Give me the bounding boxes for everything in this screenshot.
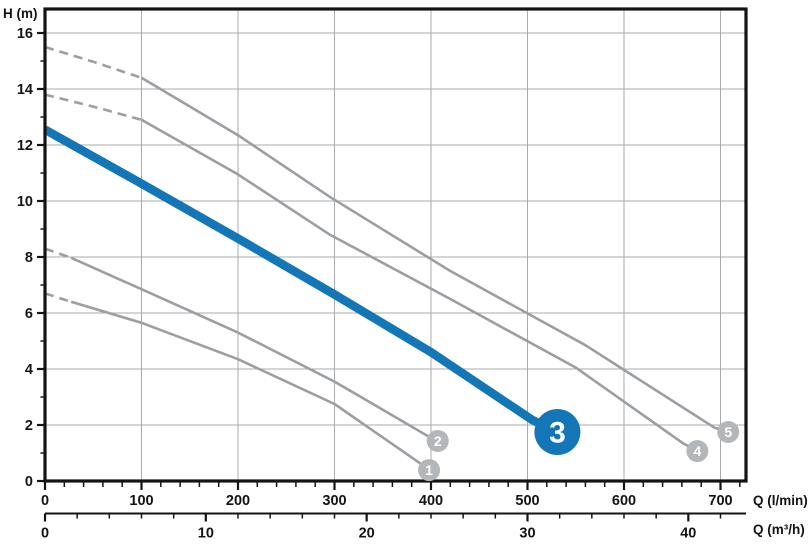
pump-curve-4-solid [140,118,698,453]
curve-badge-5-label: 5 [724,424,732,440]
curve-badge-1: 1 [418,459,441,482]
y-axis-title: H (m) [3,6,38,21]
x-axis-title-m3h: Q (m³/h) [753,522,805,537]
gridlines [45,9,746,481]
pump-curve-2 [44,247,439,443]
curve-badge-5-circle [717,421,740,443]
m3h-tick-label-30: 30 [519,526,535,542]
x-tick-label-500: 500 [515,493,539,509]
pump-curve-5-dashed [44,45,142,80]
curve-badge-3: 3 [534,409,581,455]
curve-badge-4: 4 [686,440,709,463]
m3h-tick-label-0: 0 [41,526,49,542]
pump-curve-4 [44,93,698,453]
curve-badge-4-label: 4 [693,443,701,459]
pump-curve-1-solid [70,300,430,472]
pump-curve-5-solid [140,76,729,434]
x-tick-label-600: 600 [612,493,636,509]
curve-badge-2-circle [426,429,449,452]
curve-badge-4-circle [686,440,709,463]
pump-curve-3 [42,125,560,436]
y-tick-label-2: 2 [25,418,33,434]
x-tick-label-300: 300 [322,493,346,509]
pump-curve-2-dashed [44,247,72,260]
y-tick-label-14: 14 [17,82,33,98]
curve-badge-2-label: 2 [434,433,442,449]
y-tick-label-0: 0 [25,474,33,490]
x-tick-label-200: 200 [226,493,250,509]
pump-curve-5 [44,45,729,434]
curve-badge-1-label: 1 [425,462,433,478]
curve-badge-3-label: 3 [549,417,566,450]
axes [37,7,748,522]
m3h-tick-label-40: 40 [680,526,696,542]
x-tick-label-100: 100 [129,493,153,509]
pump-curve-3-solid [42,125,560,436]
pump-curve-1-dashed [44,292,72,304]
x-tick-label-700: 700 [708,493,732,509]
y-tick-label-6: 6 [25,306,33,322]
x-tick-label-400: 400 [419,493,443,509]
y-tick-label-12: 12 [17,138,33,154]
m3h-tick-label-20: 20 [359,526,375,542]
x-axis-title-lmin: Q (l/min) [753,493,808,508]
y-tick-label-4: 4 [25,362,33,378]
pump-curve-2-solid [70,256,439,443]
curve-badge-2: 2 [426,429,449,452]
y-tick-label-8: 8 [25,250,33,266]
curve-badge-5: 5 [717,421,740,443]
x-tick-label-0: 0 [41,493,49,509]
y-tick-label-16: 16 [17,26,33,42]
pump-curve-4-dashed [44,93,142,122]
y-tick-label-10: 10 [17,194,33,210]
m3h-tick-label-10: 10 [198,526,214,542]
plot-border [43,7,748,483]
curve-badge-1-circle [418,459,441,482]
curve-badge-3-circle [534,409,581,455]
